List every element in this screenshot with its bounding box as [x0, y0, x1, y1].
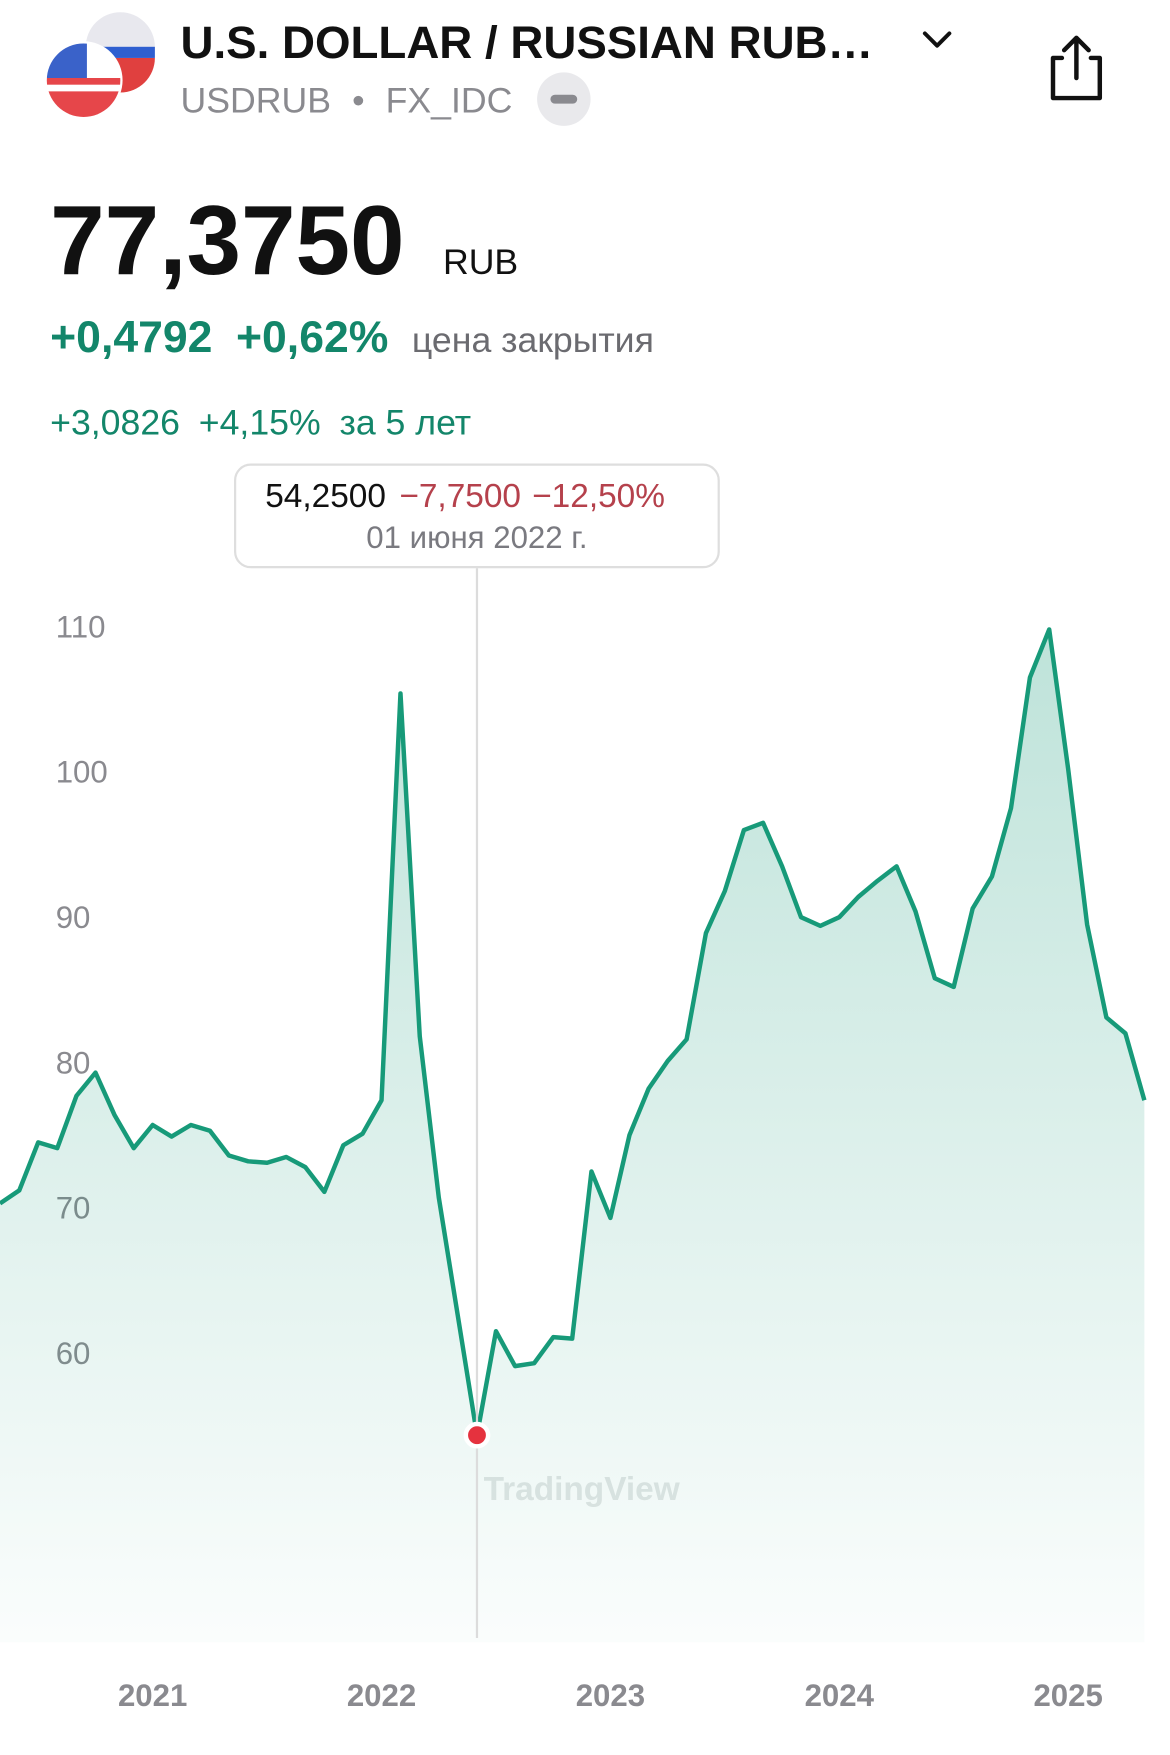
- price-value: 77,3750: [50, 185, 404, 295]
- area-fill: [0, 629, 1145, 1643]
- tooltip-change-percent: −12,50%: [532, 478, 665, 515]
- tooltip: 54,2500 −7,7500 −12,50% 01 июня 2022 г.: [233, 463, 720, 569]
- y-tick-label: 110: [56, 609, 106, 644]
- symbol-subtitle: USDRUB • FX_IDC: [181, 81, 513, 121]
- tooltip-date: 01 июня 2022 г.: [366, 520, 587, 555]
- tooltip-value: 54,2500: [265, 478, 386, 515]
- price: 77,3750 RUB: [50, 185, 518, 295]
- y-tick-label: 90: [56, 900, 91, 935]
- close-status: цена закрытия: [412, 320, 654, 360]
- symbol-title: U.S. DOLLAR / RUSSIAN RUB…: [181, 17, 874, 68]
- price-line: [0, 627, 1147, 1438]
- status-badge[interactable]: [537, 72, 591, 126]
- x-tick-label: 2022: [347, 1678, 416, 1713]
- exchange: FX_IDC: [386, 81, 513, 121]
- daily-change: +0,4792 +0,62% цена закрытия: [50, 313, 654, 362]
- period-change-value: +3,0826: [50, 403, 180, 443]
- x-tick-label: 2021: [118, 1678, 187, 1713]
- x-tick-label: 2024: [805, 1678, 875, 1713]
- tooltip-box: [233, 463, 720, 569]
- highlight-point: [463, 1421, 491, 1449]
- tooltip-change: −7,7500: [399, 478, 521, 515]
- y-tick-label: 100: [56, 755, 108, 790]
- period-change: +3,0826 +4,15% за 5 лет: [50, 403, 471, 443]
- x-tick-label: 2025: [1033, 1678, 1102, 1713]
- chart[interactable]: TradingView60708090100110202120222023202…: [0, 463, 1147, 1713]
- currency-flags: [44, 12, 155, 120]
- change-percent: +0,62%: [236, 313, 388, 362]
- tooltip-values: 54,2500 −7,7500 −12,50%: [265, 478, 665, 515]
- y-tick-label: 80: [56, 1045, 91, 1080]
- separator: •: [352, 81, 364, 121]
- title-button[interactable]: U.S. DOLLAR / RUSSIAN RUB…: [181, 17, 952, 68]
- share-button[interactable]: [1050, 35, 1103, 101]
- dropdown-chevron: [922, 31, 952, 48]
- period-label: за 5 лет: [339, 403, 471, 443]
- change-value: +0,4792: [50, 313, 212, 362]
- x-tick-label: 2023: [576, 1678, 645, 1713]
- period-change-percent: +4,15%: [199, 403, 321, 443]
- price-currency: RUB: [443, 242, 518, 282]
- ticker: USDRUB: [181, 81, 332, 121]
